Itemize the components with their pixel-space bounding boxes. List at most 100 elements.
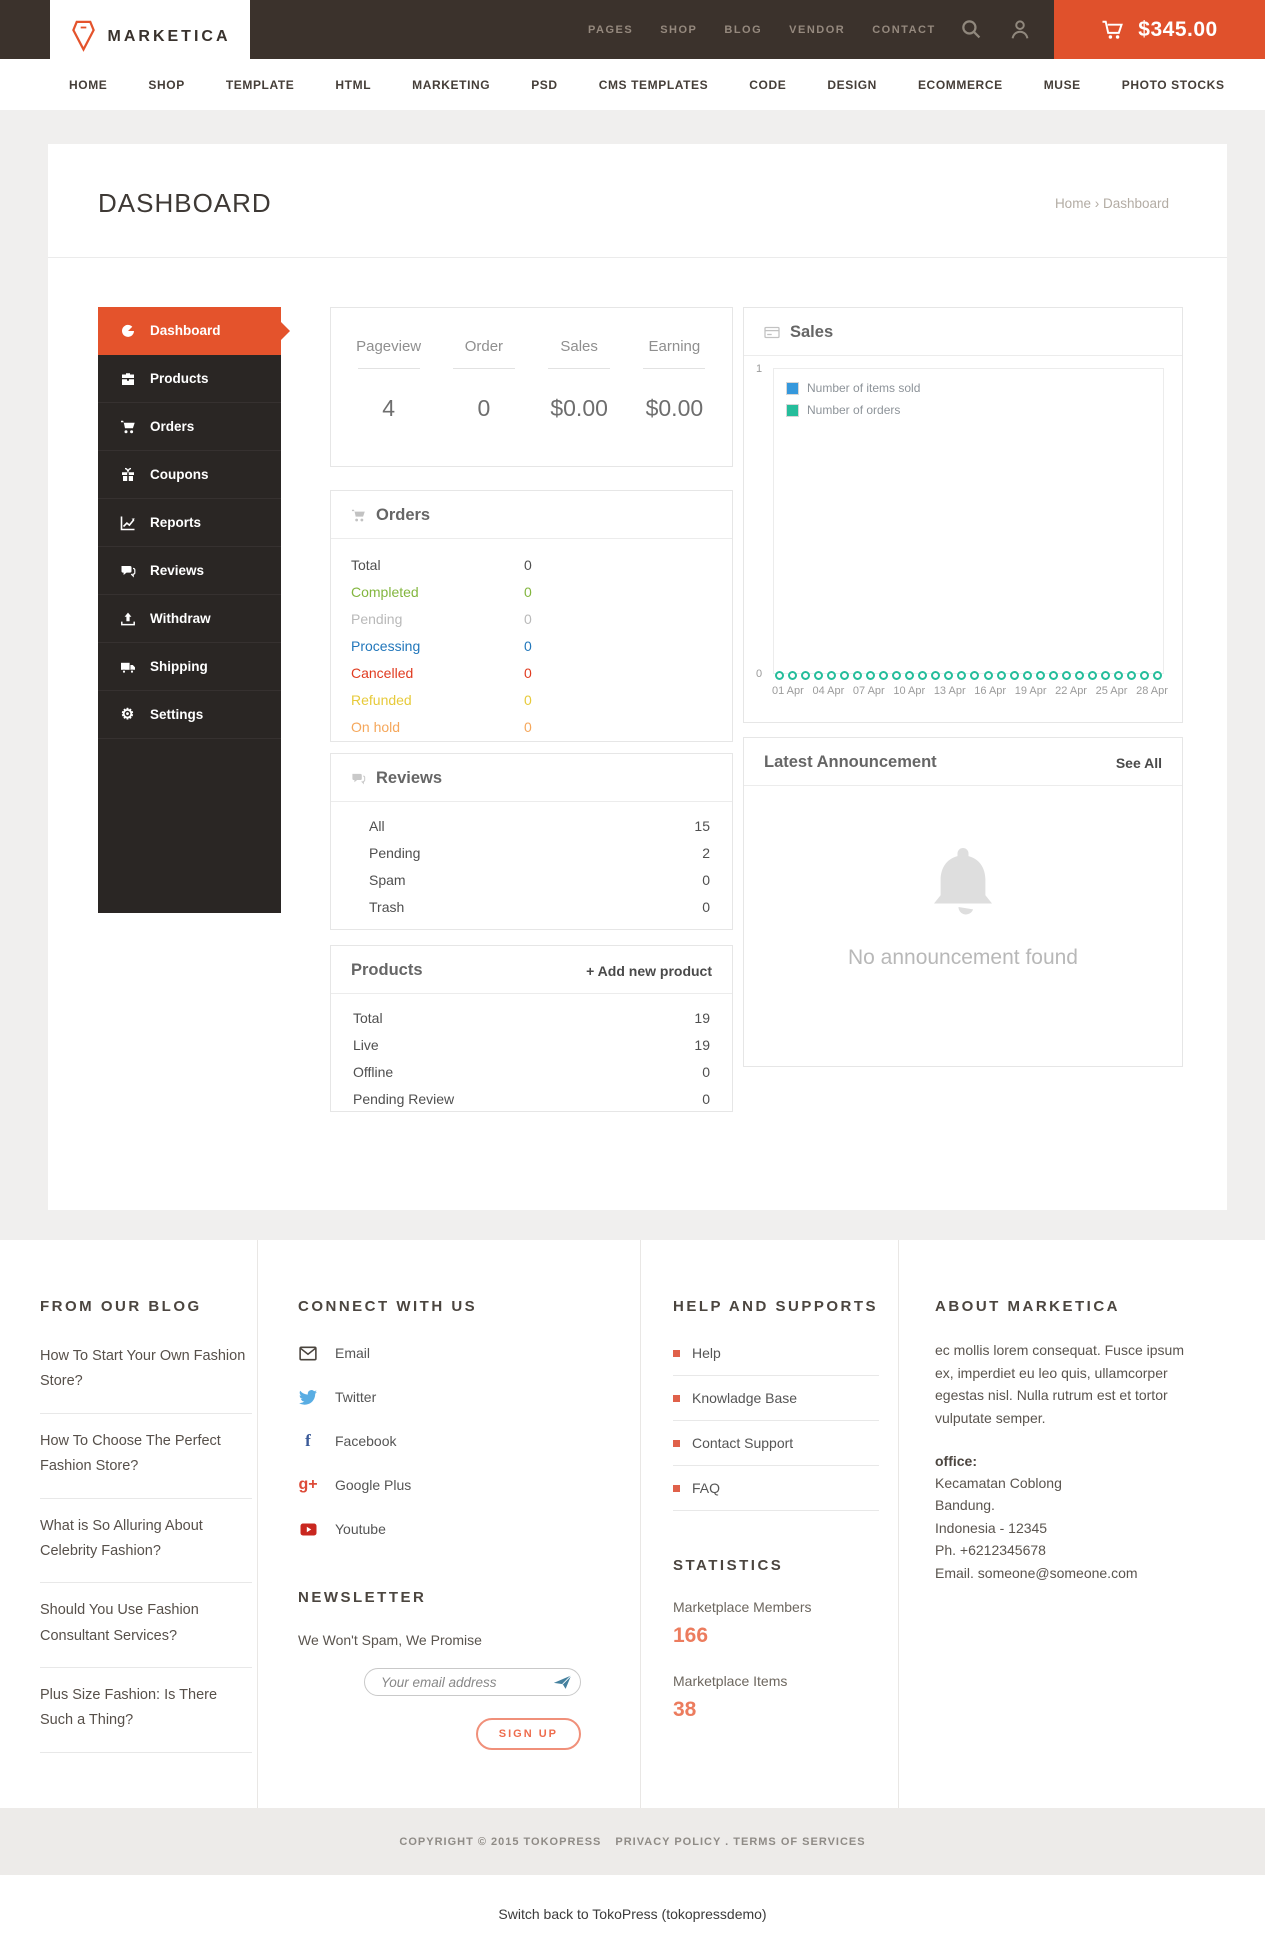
sidebar-item-settings[interactable]: ⚙ Settings — [98, 691, 281, 739]
review-row[interactable]: Pending 2 — [369, 844, 710, 861]
copyright-links[interactable]: PRIVACY POLICY . TERMS OF SERVICES — [615, 1835, 866, 1848]
address-line: Kecamatan Coblong — [935, 1475, 1062, 1492]
blog-post-link[interactable]: Should You Use Fashion Consultant Servic… — [40, 1583, 252, 1668]
nav-code[interactable]: CODE — [749, 77, 787, 92]
y-axis-tick: 0 — [756, 668, 763, 680]
nav-ecommerce[interactable]: ECOMMERCE — [917, 77, 1003, 92]
statistic-label: Marketplace Members — [673, 1599, 812, 1615]
upload-icon — [119, 611, 136, 627]
sidebar-item-shipping[interactable]: Shipping — [98, 643, 281, 691]
help-link[interactable]: FAQ — [673, 1466, 879, 1511]
sidebar-item-coupons[interactable]: Coupons — [98, 451, 281, 499]
sidebar-item-label: Products — [150, 371, 209, 386]
tag-logo-icon — [70, 20, 97, 53]
empty-state-text: No announcement found — [847, 946, 1078, 969]
see-all-link[interactable]: See All — [1115, 754, 1162, 771]
copyright-text: COPYRIGHT © 2015 TOKOPRESS — [399, 1835, 602, 1848]
footer-about-heading: ABOUT MARKETICA — [935, 1298, 1120, 1315]
nav-psd[interactable]: PSD — [531, 77, 558, 92]
nav-muse[interactable]: MUSE — [1043, 77, 1081, 92]
order-status-row: Completed 0 — [351, 583, 532, 600]
announcement-panel: Latest Announcement See All No announcem… — [743, 737, 1183, 1067]
order-status-row: Cancelled 0 — [351, 664, 532, 681]
sidebar-item-reviews[interactable]: Reviews — [98, 547, 281, 595]
social-link-facebook[interactable]: f Facebook — [298, 1419, 600, 1463]
logo[interactable]: MARKETICA — [50, 0, 250, 73]
social-link-twitter[interactable]: Twitter — [298, 1375, 600, 1419]
breadcrumb[interactable]: Home › Dashboard — [1054, 196, 1169, 211]
product-row[interactable]: Pending Review 0 — [353, 1090, 710, 1107]
top-nav-pages[interactable]: PAGES — [588, 23, 634, 36]
blog-post-link[interactable]: Plus Size Fashion: Is There Such a Thing… — [40, 1668, 252, 1753]
top-nav-blog[interactable]: BLOG — [724, 23, 763, 36]
add-new-product-link[interactable]: + Add new product — [586, 962, 712, 979]
blog-post-link[interactable]: What is So Alluring About Celebrity Fash… — [40, 1499, 252, 1584]
stat-value: 0 — [477, 395, 491, 421]
copyright-bar: COPYRIGHT © 2015 TOKOPRESS PRIVACY POLIC… — [0, 1808, 1265, 1875]
sidebar-item-label: Reports — [150, 515, 202, 530]
sidebar-item-products[interactable]: Products — [98, 355, 281, 403]
help-link[interactable]: Contact Support — [673, 1421, 879, 1466]
cart-icon — [119, 419, 136, 435]
nav-html[interactable]: HTML — [335, 77, 372, 92]
address-line: Bandung. — [935, 1497, 995, 1514]
review-row[interactable]: Trash 0 — [369, 898, 710, 915]
cart-total: $345.00 — [1138, 17, 1218, 41]
product-row[interactable]: Total 19 — [353, 1009, 710, 1026]
switch-back-link[interactable]: Switch back to TokoPress (tokopressdemo) — [498, 1906, 767, 1922]
square-bullet-icon — [673, 1484, 680, 1492]
newsletter-email-input[interactable] — [364, 1668, 581, 1696]
sidebar-item-label: Dashboard — [150, 323, 221, 338]
help-link[interactable]: Help — [673, 1331, 879, 1376]
sidebar-item-withdraw[interactable]: Withdraw — [98, 595, 281, 643]
legend-label: Number of orders — [807, 403, 901, 417]
paper-plane-icon — [553, 1674, 572, 1690]
top-nav-contact[interactable]: CONTACT — [872, 23, 936, 36]
sidebar-item-orders[interactable]: Orders — [98, 403, 281, 451]
order-status-row: Total 0 — [351, 556, 532, 573]
search-icon[interactable] — [961, 19, 982, 40]
help-link[interactable]: Knowladge Base — [673, 1376, 879, 1421]
review-row[interactable]: Spam 0 — [369, 871, 710, 888]
nav-shop[interactable]: SHOP — [148, 77, 185, 92]
nav-design[interactable]: DESIGN — [827, 77, 877, 92]
social-link-email[interactable]: Email — [298, 1331, 600, 1375]
comment-icon — [351, 771, 366, 786]
stat-value: $0.00 — [645, 395, 704, 421]
sidebar-item-dashboard[interactable]: Dashboard — [98, 307, 290, 355]
social-link-youtube[interactable]: Youtube — [298, 1507, 600, 1551]
dashboard-sidebar: Dashboard Products Orders Coupons Report… — [98, 307, 290, 913]
sign-up-button[interactable]: SIGN UP — [475, 1718, 581, 1750]
bell-icon — [921, 844, 1005, 924]
orders-panel-title: Orders — [376, 506, 431, 524]
nav-cms-templates[interactable]: CMS TEMPLATES — [598, 77, 709, 92]
product-row[interactable]: Offline 0 — [353, 1063, 710, 1080]
order-status-row: Pending 0 — [351, 610, 532, 627]
blog-post-link[interactable]: How To Choose The Perfect Fashion Store? — [40, 1414, 252, 1499]
chart-plot-area: Number of items sold Number of orders — [773, 368, 1164, 680]
product-row[interactable]: Live 19 — [353, 1036, 710, 1053]
stat-pageview: Pageview 4 — [341, 338, 436, 466]
office-label: office: — [935, 1452, 977, 1469]
nav-photo-stocks[interactable]: PHOTO STOCKS — [1121, 77, 1225, 92]
blog-post-link[interactable]: How To Start Your Own Fashion Store? — [40, 1329, 252, 1414]
social-link-google-plus[interactable]: g+ Google Plus — [298, 1476, 412, 1493]
top-nav-shop[interactable]: SHOP — [660, 23, 698, 36]
nav-template[interactable]: TEMPLATE — [225, 77, 295, 92]
statistic-value: 166 — [673, 1624, 709, 1647]
statistic-value: 38 — [673, 1698, 697, 1721]
card-icon — [764, 325, 780, 340]
nav-marketing[interactable]: MARKETING — [412, 77, 491, 92]
sidebar-item-label: Reviews — [150, 563, 205, 578]
sidebar-item-reports[interactable]: Reports — [98, 499, 281, 547]
user-icon[interactable] — [1010, 19, 1030, 40]
cart-button[interactable]: $345.00 — [1054, 0, 1265, 59]
newsletter-tagline: We Won't Spam, We Promise — [298, 1632, 482, 1648]
google-plus-icon: g+ — [298, 1476, 318, 1493]
gear-icon: ⚙ — [120, 706, 135, 723]
top-nav-vendor[interactable]: VENDOR — [789, 23, 846, 36]
review-row[interactable]: All 15 — [369, 817, 710, 834]
cart-icon — [1101, 19, 1125, 40]
nav-home[interactable]: HOME — [69, 77, 108, 92]
order-status-row: On hold 0 — [351, 718, 532, 735]
